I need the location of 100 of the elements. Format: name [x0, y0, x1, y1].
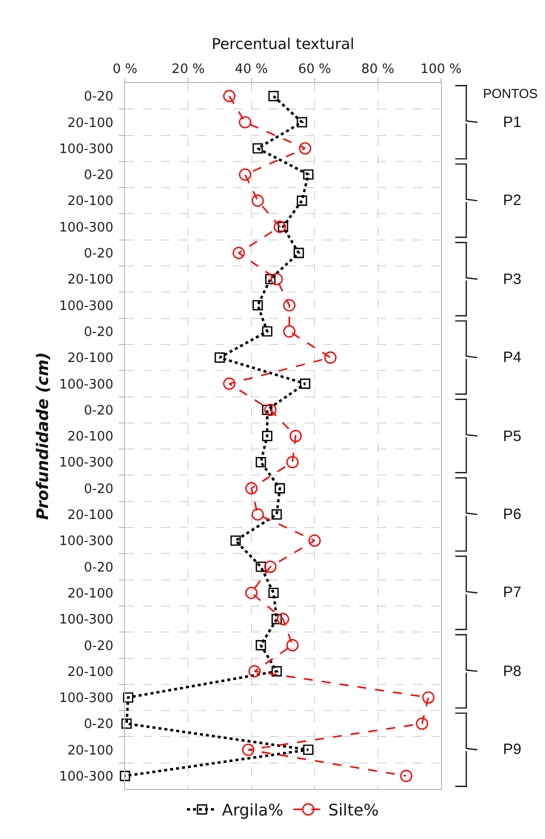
point — [223, 90, 236, 102]
text: P5 — [503, 428, 522, 445]
point — [245, 482, 258, 494]
text: P7 — [503, 584, 522, 601]
point — [286, 456, 299, 468]
y-tick-label: 20-100 — [67, 743, 114, 758]
point — [283, 325, 296, 338]
point — [274, 220, 286, 233]
point — [303, 744, 314, 755]
y-tick-label: 100-300 — [59, 298, 114, 314]
point — [276, 612, 290, 626]
point — [278, 222, 288, 232]
x-tick-label: 60 % — [298, 62, 332, 77]
point — [230, 535, 241, 546]
point — [286, 639, 299, 652]
y-tick-label: 0-20 — [84, 403, 114, 418]
y-tick-label: 0-20 — [84, 168, 114, 184]
point — [252, 143, 263, 154]
y-tick-label: 100-300 — [59, 769, 114, 784]
y-tick-label: 20-100 — [67, 664, 114, 680]
point — [272, 614, 282, 624]
y-tick-label: 0-20 — [84, 90, 114, 105]
point — [289, 430, 302, 442]
y-axis-title: Profundidade (cm) — [32, 352, 52, 520]
y-tick-label: 0-20 — [84, 324, 114, 340]
point — [416, 717, 428, 730]
x-tick-label: 80 % — [361, 62, 394, 77]
y-tick-label: 20-100 — [67, 351, 114, 366]
y-tick-label: 20-100 — [67, 508, 114, 523]
point — [262, 404, 272, 415]
text: P8 — [503, 663, 522, 680]
point — [272, 666, 282, 676]
y-tick-label: 100-300 — [59, 534, 114, 550]
point — [272, 509, 282, 520]
point — [422, 691, 435, 704]
point — [268, 588, 279, 598]
point — [265, 274, 276, 284]
y-tick-label: 100-300 — [59, 377, 114, 392]
point — [214, 352, 225, 363]
point — [238, 168, 252, 181]
legend-label: Silte% — [328, 800, 379, 820]
y-tick-label: 20-100 — [67, 194, 114, 210]
x-tick-label: 40 % — [234, 62, 268, 77]
point — [303, 169, 314, 180]
point — [223, 378, 236, 390]
y-tick-label: 100-300 — [59, 142, 114, 157]
text: P9 — [503, 741, 522, 758]
y-tick-label: 20-100 — [67, 430, 114, 445]
y-tick-label: 100-300 — [59, 456, 114, 471]
text: P3 — [503, 271, 522, 288]
text: P6 — [503, 506, 522, 523]
y-tick-label: 100-300 — [59, 691, 114, 706]
point — [121, 718, 132, 729]
point — [252, 508, 264, 521]
point — [264, 404, 277, 416]
point — [296, 196, 308, 206]
point — [262, 430, 272, 442]
text: P4 — [503, 349, 522, 366]
point — [252, 300, 263, 310]
point — [120, 770, 130, 782]
text: P2 — [503, 192, 522, 209]
y-tick-label: 0-20 — [84, 717, 114, 732]
point — [252, 194, 264, 207]
point — [232, 246, 245, 260]
point — [324, 351, 337, 364]
text: PONTOS — [483, 86, 538, 101]
y-tick-label: 0-20 — [84, 560, 114, 576]
point — [300, 378, 310, 389]
point — [242, 744, 254, 756]
point — [400, 770, 412, 782]
y-tick-label: 0-20 — [84, 482, 114, 497]
point — [294, 248, 304, 258]
point — [123, 692, 134, 703]
y-tick-label: 0-20 — [84, 638, 114, 654]
point — [283, 299, 296, 312]
legend-label: Argila% — [222, 800, 284, 820]
point — [308, 534, 321, 547]
point — [256, 640, 266, 650]
point — [262, 326, 272, 337]
point — [256, 562, 266, 572]
point — [270, 272, 283, 286]
y-tick-label: 20-100 — [67, 116, 114, 131]
text: P1 — [503, 114, 522, 131]
point — [268, 90, 279, 102]
point — [264, 560, 277, 573]
y-tick-label: 100-300 — [59, 220, 114, 236]
x-tick-label: 20 % — [172, 62, 205, 77]
x-tick-label: 0 % — [112, 62, 138, 77]
point — [248, 665, 261, 678]
y-tick-label: 20-100 — [67, 586, 114, 602]
point — [298, 142, 312, 155]
point — [256, 457, 266, 468]
y-tick-label: 100-300 — [59, 612, 114, 628]
x-axis-title: Percentual textural — [212, 35, 354, 54]
y-tick-label: 20-100 — [67, 272, 114, 288]
y-tick-label: 0-20 — [84, 246, 114, 262]
x-tick-label: 100 % — [420, 62, 462, 77]
point — [296, 117, 308, 128]
point — [274, 483, 285, 494]
point — [245, 586, 258, 600]
